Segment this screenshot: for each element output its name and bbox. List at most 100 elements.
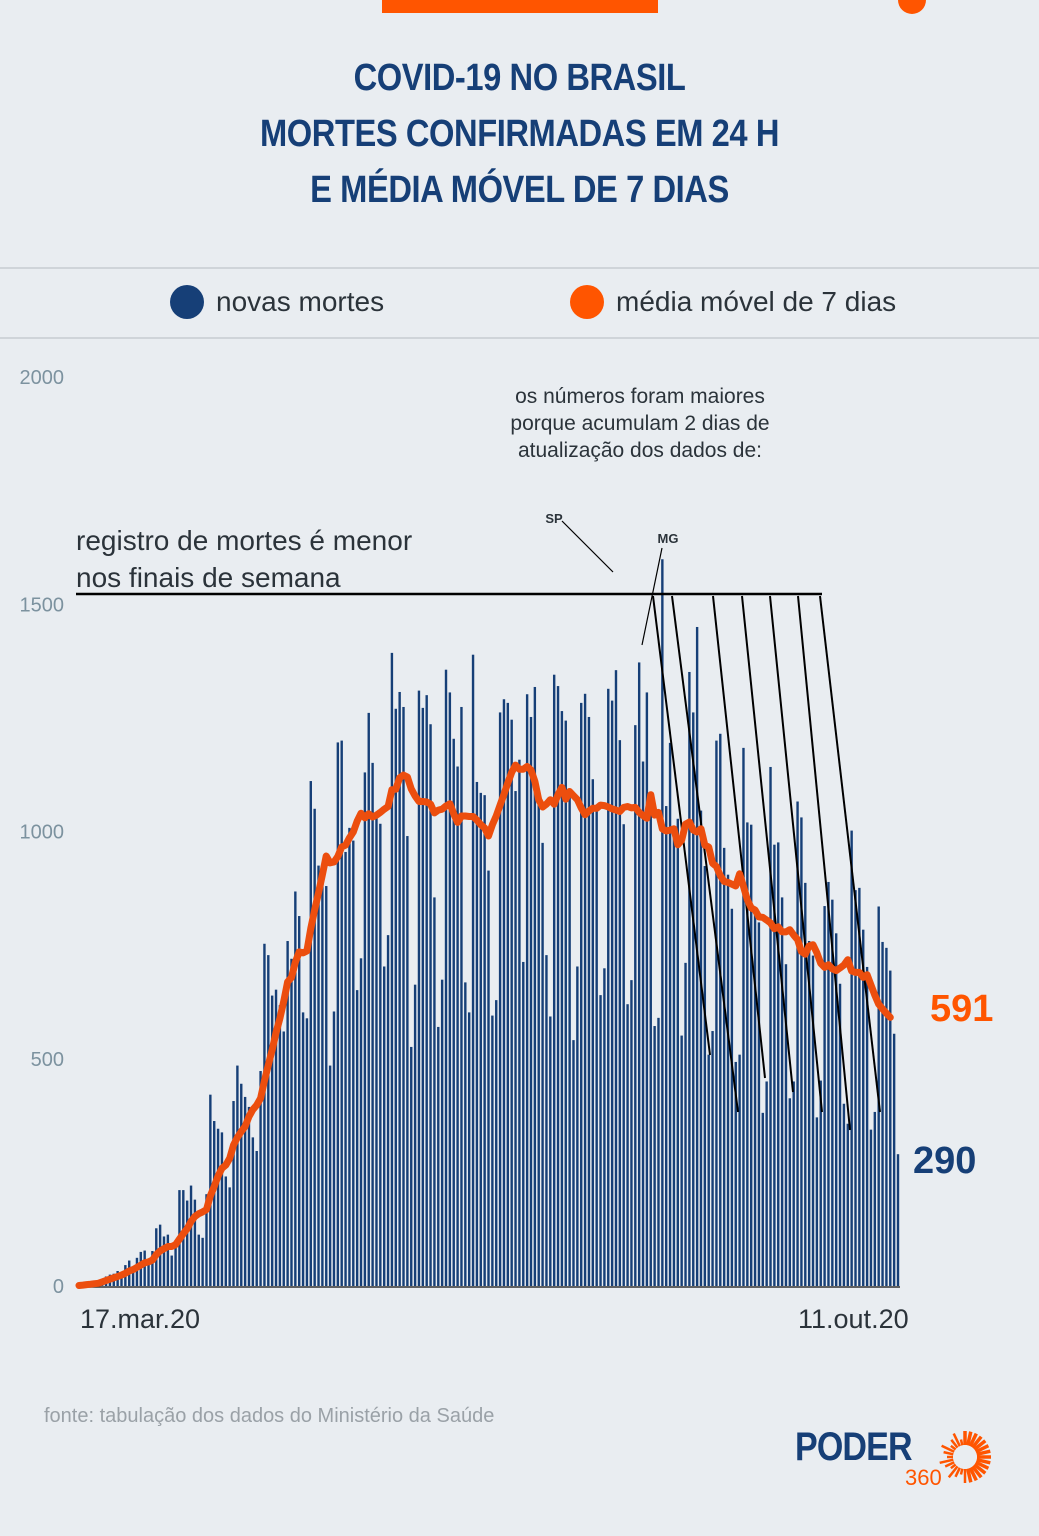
bar-novas-mortes — [514, 791, 517, 1286]
sunburst-ray — [973, 1463, 987, 1475]
bar-novas-mortes — [618, 740, 622, 1286]
end-point-marker — [898, 0, 926, 14]
sunburst-ray — [968, 1432, 978, 1447]
bar-novas-mortes — [267, 955, 270, 1286]
sunburst-ray — [976, 1449, 991, 1457]
bar-novas-mortes — [614, 670, 618, 1286]
bar-novas-mortes — [355, 990, 359, 1286]
bar-novas-mortes — [560, 711, 564, 1286]
bar-novas-mortes — [668, 742, 672, 1286]
bar-novas-mortes — [719, 733, 722, 1286]
bar-novas-mortes — [692, 712, 695, 1286]
bar-novas-mortes — [495, 1000, 498, 1286]
bar-novas-mortes — [780, 897, 784, 1286]
bar-novas-mortes — [510, 719, 513, 1286]
bar-novas-mortes — [220, 1132, 224, 1286]
divider-top — [0, 267, 1039, 269]
sunburst-ray — [971, 1435, 983, 1449]
bar-novas-mortes — [726, 874, 730, 1286]
bar-novas-mortes — [896, 1154, 900, 1286]
bar-novas-mortes — [533, 686, 537, 1286]
sunburst-ray — [959, 1468, 964, 1475]
bar-novas-mortes — [889, 970, 892, 1286]
source-note: fonte: tabulação dos dados do Ministério… — [44, 1405, 495, 1427]
bar-novas-mortes — [804, 882, 807, 1286]
bar-novas-mortes — [213, 1121, 216, 1286]
bar-novas-mortes — [325, 886, 328, 1286]
bar-novas-mortes — [665, 806, 668, 1286]
orange-dot-icon — [570, 285, 604, 319]
bar-novas-mortes — [634, 725, 637, 1286]
bar-novas-mortes — [862, 929, 865, 1286]
bar-novas-mortes — [143, 1250, 146, 1286]
blue-dot-icon — [170, 285, 204, 319]
bar-novas-mortes — [549, 1016, 552, 1286]
bar-novas-mortes — [386, 935, 390, 1286]
sunburst-ray — [971, 1465, 983, 1479]
bar-novas-mortes — [537, 790, 540, 1286]
bar-novas-mortes — [761, 1112, 764, 1286]
bar-novas-mortes — [583, 693, 587, 1286]
bar-novas-mortes — [730, 908, 734, 1286]
bar-novas-mortes — [290, 958, 293, 1286]
bar-novas-mortes — [842, 1103, 846, 1286]
annotation-line — [671, 595, 739, 1113]
bar-novas-mortes — [456, 766, 459, 1286]
chart-title: COVID-19 NO BRASIL MORTES CONFIRMADAS EM… — [73, 50, 967, 218]
bar-novas-mortes — [599, 995, 602, 1286]
bar-novas-mortes — [464, 982, 467, 1286]
weekend-note-line: registro de mortes é menor — [76, 525, 413, 556]
bar-novas-mortes — [641, 761, 645, 1286]
bar-novas-mortes — [850, 830, 853, 1286]
annotation-line — [741, 595, 794, 1093]
bar-novas-mortes — [699, 810, 703, 1286]
end-bar-label: 290 — [913, 1140, 976, 1182]
title-line-2: MORTES CONFIRMADAS EM 24 H — [259, 113, 779, 155]
bar-novas-mortes — [363, 772, 367, 1286]
bar-novas-mortes — [819, 1080, 822, 1286]
bar-novas-mortes — [757, 922, 761, 1286]
bar-novas-mortes — [174, 1240, 177, 1286]
sunburst-ray — [950, 1439, 959, 1449]
sunburst-ray — [947, 1465, 959, 1479]
bar-novas-mortes — [263, 943, 266, 1286]
bar-novas-mortes — [773, 844, 776, 1286]
bar-novas-mortes — [359, 958, 363, 1286]
bar-novas-mortes — [649, 802, 652, 1286]
sunburst-ray — [975, 1444, 990, 1454]
y-tick-label: 500 — [31, 1049, 64, 1071]
bar-novas-mortes — [838, 983, 842, 1286]
bar-novas-mortes — [676, 818, 679, 1286]
bar-novas-mortes — [715, 740, 718, 1286]
bar-novas-mortes — [657, 1017, 660, 1286]
divider-bottom — [0, 337, 1039, 339]
bar-novas-mortes — [197, 1234, 200, 1286]
logo-text: PODER — [795, 1425, 913, 1469]
bar-novas-mortes — [332, 1011, 336, 1286]
bar-novas-mortes — [247, 1106, 251, 1286]
bar-novas-mortes — [232, 1101, 235, 1286]
bar-novas-mortes — [487, 870, 490, 1286]
bar-novas-mortes — [475, 781, 479, 1286]
bar-novas-mortes — [440, 979, 444, 1286]
bar-novas-mortes — [367, 712, 370, 1286]
bar-novas-mortes — [750, 824, 753, 1286]
annotation-line — [769, 595, 823, 1113]
bar-novas-mortes — [498, 712, 502, 1286]
bar-novas-mortes — [216, 1128, 220, 1286]
bar-novas-mortes — [738, 1054, 741, 1286]
bar-novas-mortes — [858, 887, 861, 1286]
sunburst-ray — [944, 1461, 955, 1468]
bar-novas-mortes — [328, 1065, 332, 1286]
bar-novas-mortes — [348, 827, 351, 1286]
bar-novas-mortes — [205, 1194, 208, 1286]
sunburst-ray — [975, 1460, 990, 1470]
sunburst-ray — [943, 1450, 954, 1456]
sunburst-ray — [976, 1457, 991, 1465]
bar-novas-mortes — [846, 1123, 849, 1286]
bar-novas-mortes — [788, 1098, 792, 1286]
bar-novas-mortes — [811, 955, 815, 1286]
bar-novas-mortes — [344, 851, 347, 1286]
bar-novas-mortes — [796, 801, 799, 1286]
bar-novas-mortes — [834, 933, 838, 1286]
